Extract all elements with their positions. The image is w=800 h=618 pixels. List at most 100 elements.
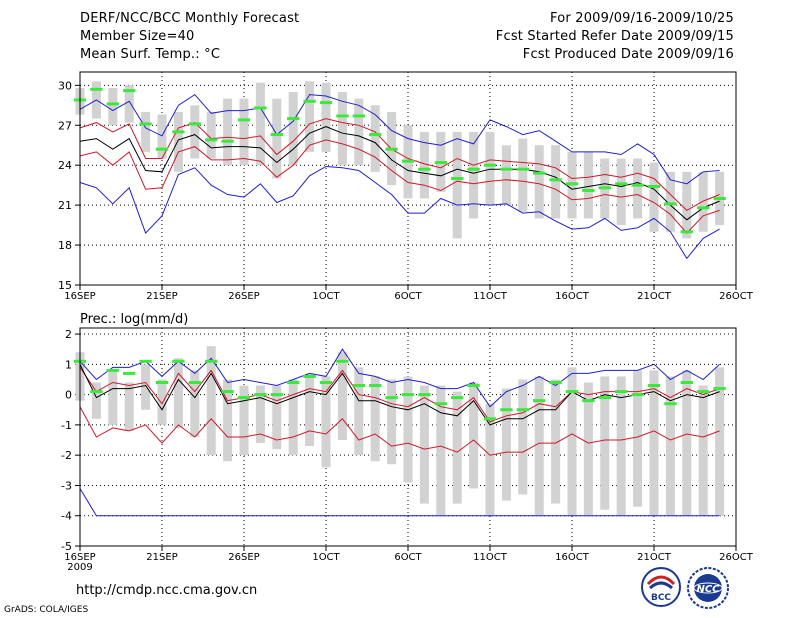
obs-marker <box>483 163 497 167</box>
obs-marker <box>549 178 562 182</box>
x-tick-label: 6OCT <box>394 552 422 563</box>
obs-marker <box>565 390 579 394</box>
series-line-max <box>79 348 720 408</box>
member-size-label: Member Size=40 <box>80 29 195 44</box>
obs-marker <box>287 381 300 384</box>
x-tick-label: 16SEP <box>64 291 95 300</box>
obs-marker <box>352 114 365 118</box>
y-tick-label: -1 <box>61 419 72 432</box>
spread-bar <box>157 114 167 159</box>
spread-bar <box>157 379 167 425</box>
spread-bar <box>616 376 626 516</box>
obs-marker <box>319 101 333 105</box>
x-tick-label: 16SEP <box>64 552 95 563</box>
obs-marker <box>287 117 300 121</box>
plot-frame <box>79 327 737 547</box>
obs-marker <box>254 393 267 397</box>
obs-marker <box>664 202 677 206</box>
x-tick-label: 11OCT <box>473 552 508 563</box>
spread-bar <box>567 367 577 516</box>
footer-url[interactable]: http://cmdp.ncc.cma.gov.cn <box>76 583 258 598</box>
obs-marker <box>713 196 726 200</box>
obs-marker <box>615 390 628 394</box>
obs-marker <box>90 390 103 394</box>
precip-variable-label: Prec.: log(mm/d) <box>80 312 188 327</box>
obs-marker <box>615 182 628 186</box>
spread-bar <box>715 367 725 516</box>
obs-marker <box>434 161 447 165</box>
obs-marker <box>123 89 136 93</box>
y-tick-label: 2 <box>65 328 72 341</box>
spread-bar <box>354 98 364 166</box>
obs-marker <box>123 371 136 375</box>
y-tick-label: 30 <box>58 79 72 92</box>
spread-bar <box>501 145 511 206</box>
spread-bar <box>337 91 347 166</box>
obs-marker <box>155 147 169 151</box>
obs-marker <box>549 381 562 384</box>
obs-marker <box>598 186 611 190</box>
obs-marker <box>516 408 529 412</box>
obs-marker <box>172 130 185 134</box>
obs-marker <box>270 393 283 397</box>
spread-bar <box>485 403 495 516</box>
y-tick-label: -2 <box>61 449 72 462</box>
series-line-lower <box>79 406 720 456</box>
bcc-logo: BCC <box>641 567 681 607</box>
spread-bar <box>551 379 561 504</box>
x-tick-label: 26SEP <box>228 291 259 300</box>
spread-bar <box>223 98 233 166</box>
spread-bar <box>698 171 708 232</box>
obs-marker <box>631 183 644 187</box>
spread-bar <box>288 379 298 456</box>
x-tick-sublabel: 2009 <box>67 562 92 573</box>
obs-marker <box>237 118 251 122</box>
obs-marker <box>598 396 611 400</box>
obs-marker <box>90 87 103 91</box>
obs-marker <box>369 133 382 137</box>
spread-bar <box>305 373 315 447</box>
obs-marker <box>106 102 119 106</box>
spread-bar <box>108 370 118 425</box>
series-line-max <box>79 93 720 185</box>
spread-bar <box>305 81 315 152</box>
spread-bar <box>141 364 151 410</box>
spread-bar <box>419 131 429 199</box>
obs-marker <box>451 177 464 180</box>
y-tick-label: 27 <box>58 119 72 132</box>
spread-bar <box>452 131 462 239</box>
x-tick-label: 21SEP <box>146 291 177 300</box>
spread-bar <box>370 105 380 172</box>
series-line-mean <box>79 364 720 426</box>
ncc-logo: NCC <box>687 567 729 609</box>
obs-marker <box>697 206 710 210</box>
x-tick-label: 26SEP <box>228 552 259 563</box>
spread-bar <box>173 111 183 172</box>
obs-marker <box>336 114 349 118</box>
spread-bar <box>190 105 200 159</box>
obs-marker <box>680 230 693 234</box>
obs-marker <box>631 393 644 397</box>
y-tick-label: 21 <box>58 199 72 212</box>
obs-marker <box>270 133 283 137</box>
obs-marker <box>697 390 710 394</box>
forecast-period: For 2009/09/16-2009/10/25 <box>550 11 734 26</box>
y-tick-label: 15 <box>58 279 72 292</box>
obs-marker <box>467 384 480 388</box>
obs-marker <box>237 396 251 400</box>
x-tick-label: 21OCT <box>637 291 672 300</box>
y-tick-label: 0 <box>65 389 72 402</box>
temperature-chart: 15182124273016SEP200921SEP26SEP1OCT6OCT1… <box>58 71 754 300</box>
y-tick-label: 18 <box>58 239 72 252</box>
spread-bar <box>239 385 249 456</box>
spread-bar <box>649 162 659 232</box>
x-tick-label: 26OCT <box>719 291 754 300</box>
y-tick-label: -4 <box>61 510 72 523</box>
spread-bar <box>124 382 134 431</box>
obs-marker <box>680 381 693 384</box>
series-line-mean <box>79 126 720 221</box>
spread-bar <box>583 382 593 516</box>
spread-bar <box>239 98 249 166</box>
obs-marker <box>647 184 661 188</box>
